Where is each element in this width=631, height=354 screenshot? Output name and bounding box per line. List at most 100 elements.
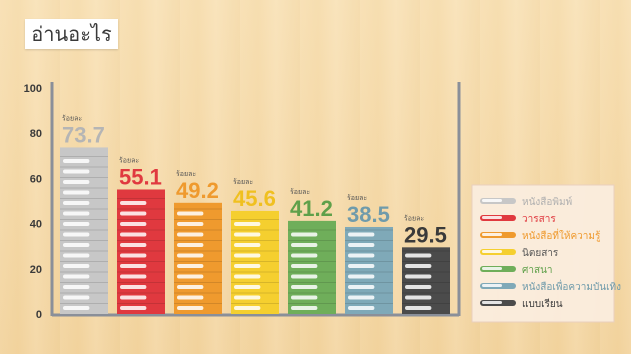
legend-label: วารสาร <box>522 214 556 225</box>
book-stripe <box>63 253 90 258</box>
legend-swatch-stripe <box>482 199 502 202</box>
book-stripe <box>291 295 318 300</box>
book-stripe <box>63 274 90 279</box>
book-stripe <box>120 264 147 268</box>
book-stripe <box>234 243 261 247</box>
bar <box>402 247 450 314</box>
bar <box>174 202 222 314</box>
book-stripe <box>177 253 204 258</box>
value-prefix-label: ร้อยละ <box>290 188 310 196</box>
legend-swatch-stripe <box>482 284 502 287</box>
book-stripe <box>348 274 375 279</box>
book-stripe <box>63 243 90 247</box>
book-stripe <box>291 232 318 237</box>
book-stripe <box>291 243 318 247</box>
book-stripe <box>177 264 204 268</box>
bar <box>231 210 279 314</box>
y-tick-label: 80 <box>30 128 42 140</box>
book-stripe <box>348 264 375 268</box>
book-stripe <box>177 306 204 310</box>
book-stripe <box>405 285 432 289</box>
book-stripe <box>120 232 147 237</box>
book-stripe <box>177 211 204 216</box>
book-stripe <box>120 306 147 310</box>
book-stripe <box>348 295 375 300</box>
legend-label: หนังสือที่ให้ความรู้ <box>522 228 601 242</box>
value-prefix-label: ร้อยละ <box>119 156 139 164</box>
legend-swatch-stripe <box>482 216 502 219</box>
bar-body <box>402 247 450 314</box>
book-stripe <box>63 169 90 174</box>
value-label: 29.5 <box>404 222 447 247</box>
book-stripe <box>348 253 375 258</box>
value-prefix-label: ร้อยละ <box>233 178 253 186</box>
legend-label: แบบเรียน <box>522 298 563 310</box>
book-stripe <box>348 243 375 247</box>
book-stripe <box>291 264 318 268</box>
book-stripe <box>63 285 90 289</box>
bar <box>60 147 108 314</box>
book-stripe <box>63 201 90 205</box>
book-stripe <box>291 274 318 279</box>
book-stripe <box>63 222 90 226</box>
legend-label: ศาสนา <box>522 265 553 276</box>
y-tick-label: 0 <box>36 309 42 321</box>
book-stripe <box>177 285 204 289</box>
bar <box>345 226 393 314</box>
book-stripe <box>348 285 375 289</box>
book-stripe <box>63 306 90 310</box>
book-stripe <box>63 211 90 216</box>
book-stripe <box>234 264 261 268</box>
value-label: 38.5 <box>347 202 390 227</box>
book-stripe <box>177 274 204 279</box>
legend-swatch-stripe <box>482 267 502 270</box>
book-stripe <box>63 180 90 184</box>
book-stripe <box>234 253 261 258</box>
book-stripe <box>348 306 375 310</box>
value-prefix-label: ร้อยละ <box>404 214 424 222</box>
book-stripe <box>177 295 204 300</box>
book-stripe <box>405 295 432 300</box>
book-stripe <box>120 222 147 226</box>
book-stripe <box>234 295 261 300</box>
book-stripe <box>348 232 375 237</box>
y-tick-label: 60 <box>30 173 42 185</box>
value-label: 55.1 <box>119 164 162 189</box>
value-label: 49.2 <box>176 178 219 203</box>
book-stripe <box>120 274 147 279</box>
y-tick-label: 40 <box>30 219 42 231</box>
legend-swatch-stripe <box>482 250 502 253</box>
book-stripe <box>177 243 204 247</box>
book-stripe <box>63 190 90 195</box>
book-stripe <box>234 274 261 279</box>
value-label: 45.6 <box>233 186 276 211</box>
bar <box>117 189 165 314</box>
book-stripe <box>234 306 261 310</box>
legend-swatch-stripe <box>482 301 502 304</box>
title-box: อ่านอะไร <box>25 19 118 49</box>
value-prefix-label: ร้อยละ <box>347 194 367 202</box>
book-stripe <box>63 295 90 300</box>
book-stripe <box>291 306 318 310</box>
book-stripe <box>63 232 90 237</box>
book-stripe <box>120 201 147 205</box>
book-stripe <box>234 232 261 237</box>
book-stripe <box>405 274 432 279</box>
bar <box>288 220 336 314</box>
book-stripe <box>63 264 90 268</box>
value-prefix-label: ร้อยละ <box>176 170 196 178</box>
book-stripe <box>120 295 147 300</box>
book-stripe <box>177 222 204 226</box>
legend-label: หนังสือพิมพ์ <box>522 196 572 208</box>
chart-title: อ่านอะไร <box>31 22 112 46</box>
y-tick-label: 100 <box>24 83 42 95</box>
legend-label: หนังสือเพื่อความบันเทิง <box>522 279 621 293</box>
book-stripe <box>120 285 147 289</box>
legend-label: นิตยสาร <box>522 248 559 259</box>
bar-body <box>117 189 165 314</box>
legend-swatch-stripe <box>482 233 502 236</box>
book-stripe <box>291 253 318 258</box>
book-stripe <box>234 222 261 226</box>
book-stripe <box>405 253 432 258</box>
